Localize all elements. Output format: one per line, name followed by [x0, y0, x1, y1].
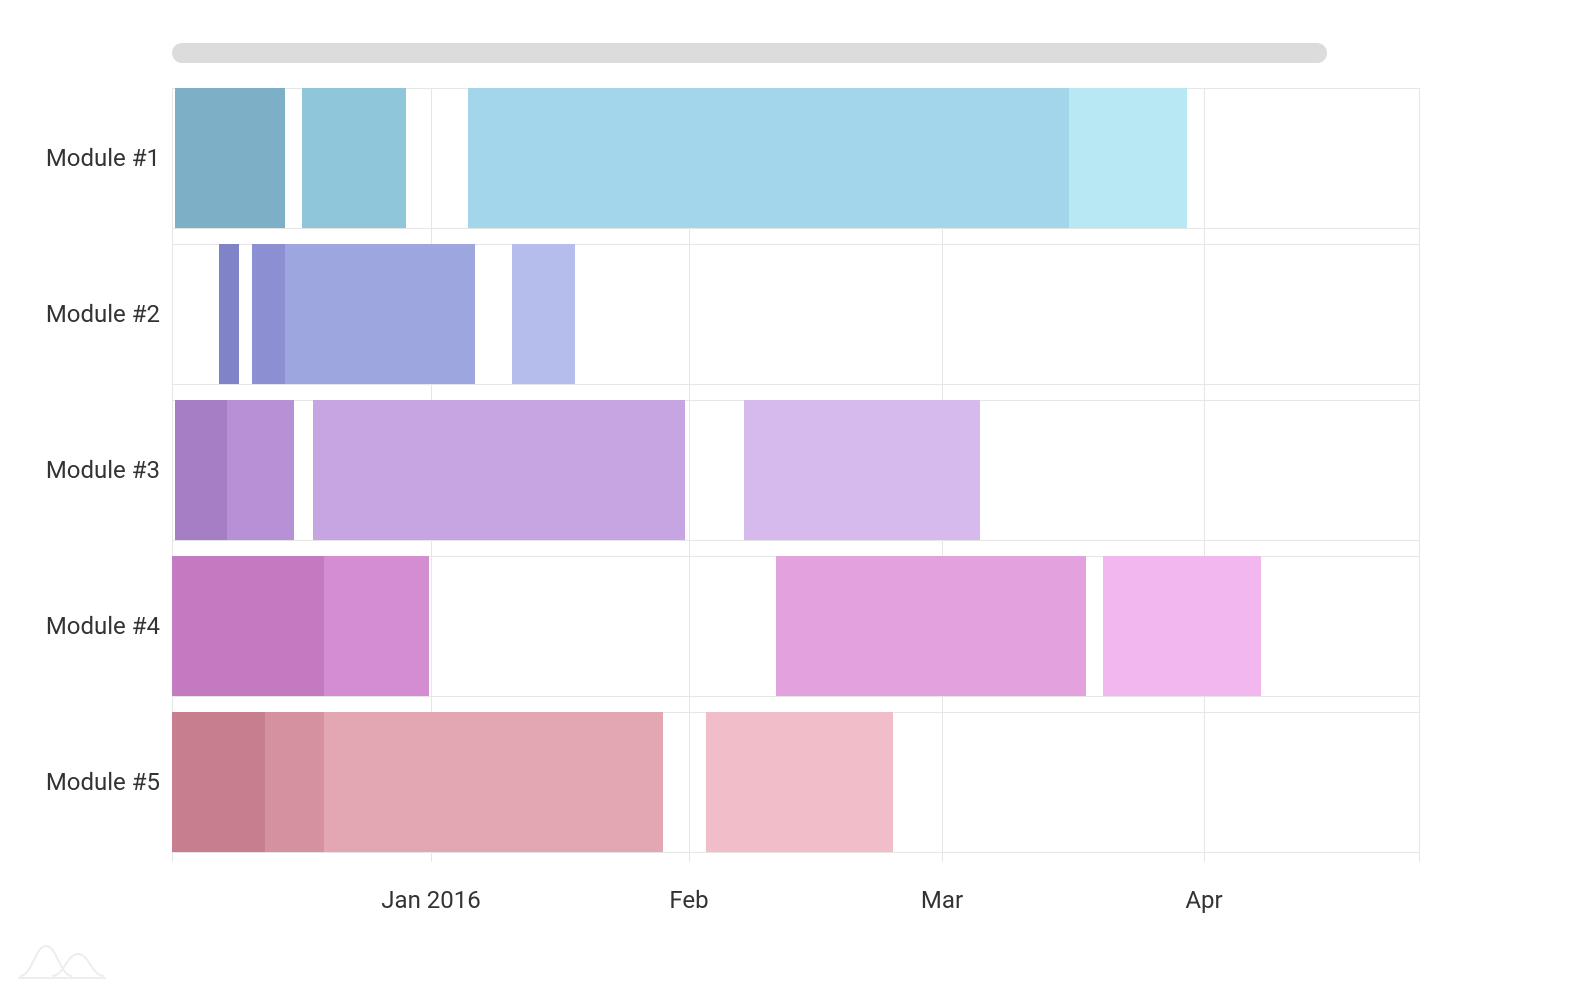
- gantt-bar[interactable]: [1103, 556, 1261, 696]
- row-border: [172, 228, 1419, 229]
- gantt-bar[interactable]: [175, 400, 227, 540]
- row-label: Module #4: [38, 612, 160, 640]
- gantt-row: [172, 244, 1419, 384]
- gantt-bar[interactable]: [172, 556, 324, 696]
- plot-area: [172, 88, 1419, 862]
- row-label: Module #3: [38, 456, 160, 484]
- brand-logo: [18, 936, 106, 984]
- gantt-bar[interactable]: [776, 556, 1086, 696]
- gantt-bar[interactable]: [324, 556, 429, 696]
- gantt-bar[interactable]: [172, 712, 265, 852]
- row-label: Module #1: [38, 144, 160, 172]
- gridline-vertical: [1419, 88, 1420, 862]
- gantt-bar[interactable]: [512, 244, 575, 384]
- row-border: [172, 540, 1419, 541]
- gantt-bar[interactable]: [285, 244, 475, 384]
- gantt-bar[interactable]: [265, 712, 324, 852]
- gantt-row: [172, 400, 1419, 540]
- x-axis-tick-label: Jan 2016: [381, 886, 480, 914]
- gantt-bar[interactable]: [313, 400, 685, 540]
- gantt-bar[interactable]: [219, 244, 239, 384]
- gantt-bar[interactable]: [324, 712, 663, 852]
- row-border: [172, 696, 1419, 697]
- gantt-bar[interactable]: [706, 712, 893, 852]
- x-axis-tick-label: Mar: [921, 886, 963, 914]
- gantt-bar[interactable]: [744, 400, 980, 540]
- gantt-bar[interactable]: [1069, 88, 1187, 228]
- gantt-bar[interactable]: [175, 88, 285, 228]
- row-label: Module #5: [38, 768, 160, 796]
- x-axis-tick-label: Feb: [669, 886, 708, 914]
- gantt-bar[interactable]: [468, 88, 1069, 228]
- gantt-row: [172, 556, 1419, 696]
- x-axis-tick-label: Apr: [1185, 886, 1222, 914]
- row-border: [172, 384, 1419, 385]
- gantt-bar[interactable]: [302, 88, 406, 228]
- gantt-chart: Module #1 Module #2 Module #3 Module #4 Modu…: [0, 0, 1586, 1000]
- row-label: Module #2: [38, 300, 160, 328]
- gantt-bar[interactable]: [227, 400, 294, 540]
- horizontal-scrollbar[interactable]: [172, 43, 1327, 63]
- gantt-row: [172, 88, 1419, 228]
- gantt-bar[interactable]: [252, 244, 285, 384]
- gantt-row: [172, 712, 1419, 852]
- row-border: [172, 852, 1419, 853]
